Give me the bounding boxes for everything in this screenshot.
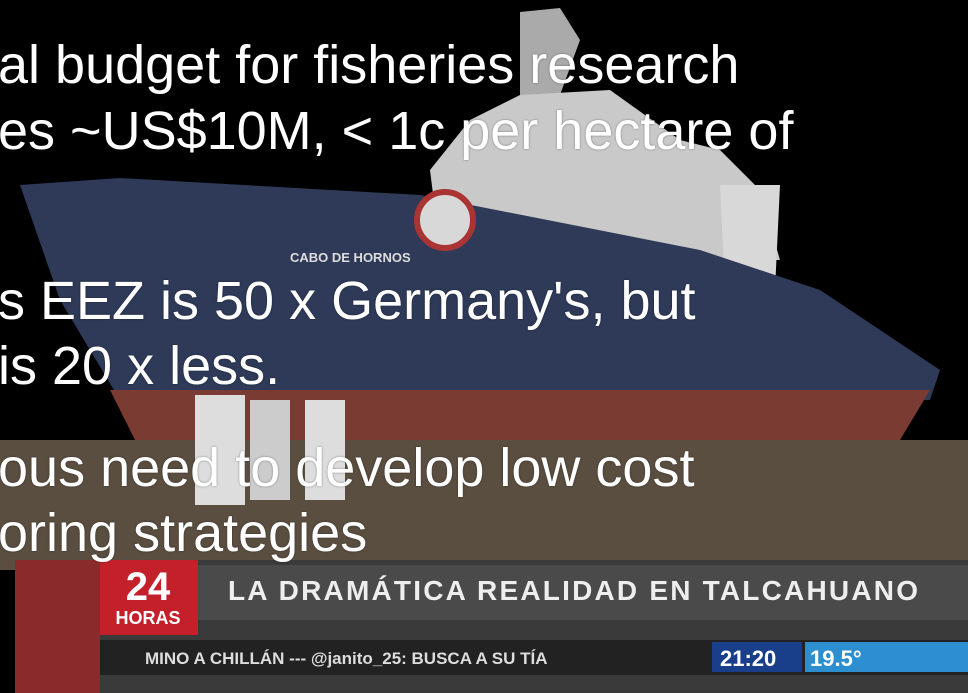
bullet-line: is 20 x less. [0,339,280,393]
slide: CABO DE HORNOS 24 HORAS LA DRAMÁTICA REA… [0,0,968,693]
headline: LA DRAMÁTICA REALIDAD EN TALCAHUANO [228,575,918,606]
bullet-line: es ~US$10M, < 1c per hectare of [0,104,793,158]
ticker-side [15,560,100,693]
logo-label: HORAS [115,608,180,628]
crawl: MINO A CHILLÁN --- @janito_25: BUSCA A S… [145,649,548,668]
bullet-line: s EEZ is 50 x Germany's, but [0,274,696,328]
bullet-line: oring strategies [0,506,367,560]
ship-name: CABO DE HORNOS [290,250,411,265]
temperature: 19.5° [810,646,862,671]
bullet-line: ous need to develop low cost [0,441,694,495]
logo-number: 24 [126,565,171,609]
emblem [417,192,473,248]
time: 21:20 [720,646,776,671]
bullet-line: al budget for fisheries research [0,38,739,92]
